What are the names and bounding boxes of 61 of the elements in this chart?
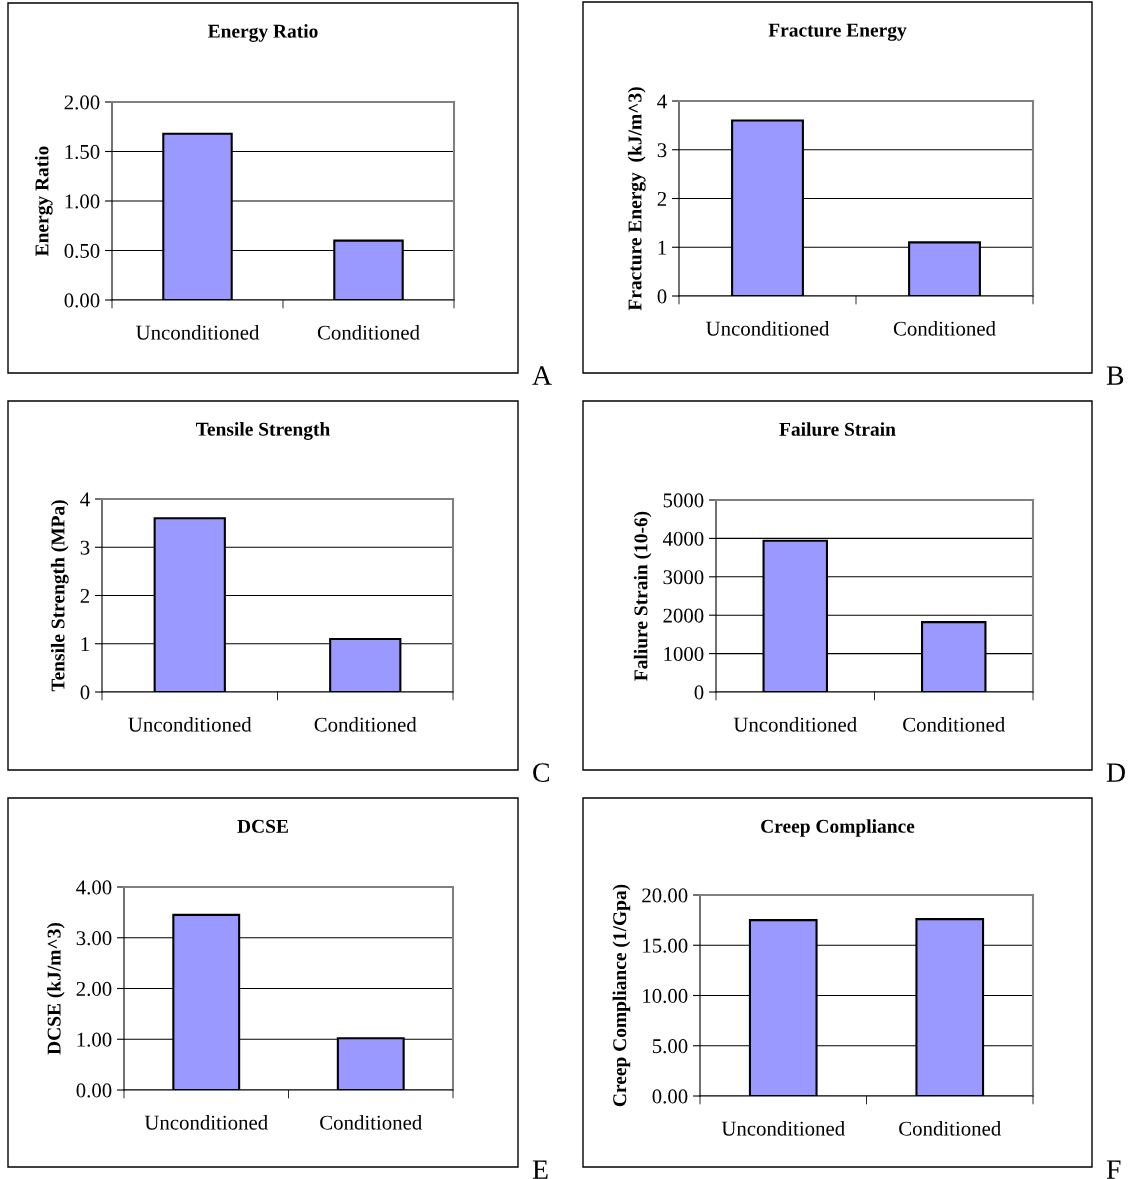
y-tick-label: 2000 [663,608,704,623]
y-tick-label: 3000 [663,570,704,585]
y-axis-title: DCSE (kJ/m^3) [46,922,65,1055]
y-axis-title: Fracture Energy (kJ/m^3) [627,87,646,311]
y-tick-label: 3 [80,540,90,555]
chart-title: Tensile Strength [196,422,330,440]
y-axis-title: Tensile Strength (MPa) [50,500,69,692]
y-tick-label: 0.50 [64,243,100,259]
text: C [533,763,549,782]
x-tick-label: Conditioned [314,717,417,732]
y-tick-label: 1 [81,637,89,651]
y-tick-label: 20.00 [642,888,688,903]
chart-title: Energy Ratio [207,24,318,42]
text: A [532,366,552,385]
x-tick-label: Unconditioned [144,1115,268,1130]
x-tick-label: Unconditioned [136,325,260,340]
y-tick-label: 4 [657,94,667,109]
x-tick-label: Conditioned [893,321,996,336]
y-tick-label: 2 [657,191,667,206]
chart-title: Creep Compliance [761,819,915,837]
y-tick-label: 2 [80,588,90,603]
y-tick-label: 1000 [664,646,704,662]
y-tick-label: 4 [80,492,90,507]
y-tick-label: 0.00 [652,1089,688,1104]
y-tick-label: 5.00 [652,1039,688,1054]
y-tick-label: 0 [80,685,90,700]
chart-title: Fracture Energy [768,23,907,41]
x-tick-label: Unconditioned [721,1121,845,1136]
y-tick-label: 1.00 [77,1032,112,1047]
y-tick-label: 2.00 [76,981,112,997]
x-tick-label: Conditioned [317,325,420,340]
x-tick-label: Conditioned [903,717,1005,732]
y-axis-title: Energy Ratio [34,146,53,257]
x-tick-label: Conditioned [320,1115,422,1130]
text: F [1106,1160,1121,1179]
x-tick-label: Unconditioned [733,717,857,732]
y-tick-label: 2.00 [64,95,100,110]
y-tick-label: 0.00 [64,293,100,308]
text: E [532,1160,548,1179]
y-axis-title: Faliure Strain (10-6) [633,511,652,681]
x-tick-label: Unconditioned [128,717,252,732]
chart-title: DCSE [237,819,288,833]
text: D [1106,763,1125,782]
y-tick-label: 0 [694,685,704,700]
y-tick-label: 5000 [663,493,704,508]
y-axis-title: Creep Compliance (1/Gpa) [612,884,631,1107]
x-tick-label: Unconditioned [706,321,830,336]
text: B [1106,366,1124,385]
x-tick-label: Conditioned [899,1121,1001,1136]
y-tick-label: 4.00 [76,880,112,895]
y-tick-label: 3 [657,143,667,158]
y-tick-label: 15.00 [643,938,688,953]
y-tick-label: 10.00 [643,988,688,1004]
y-tick-label: 1.50 [65,144,100,160]
y-tick-label: 4000 [662,531,704,546]
y-tick-label: 0 [657,289,667,304]
y-tick-label: 3.00 [76,931,112,946]
y-tick-label: 1 [658,240,666,255]
y-tick-label: 0.00 [76,1083,112,1098]
chart-title: Failure Strain [779,422,896,436]
y-tick-label: 1.00 [65,194,100,209]
